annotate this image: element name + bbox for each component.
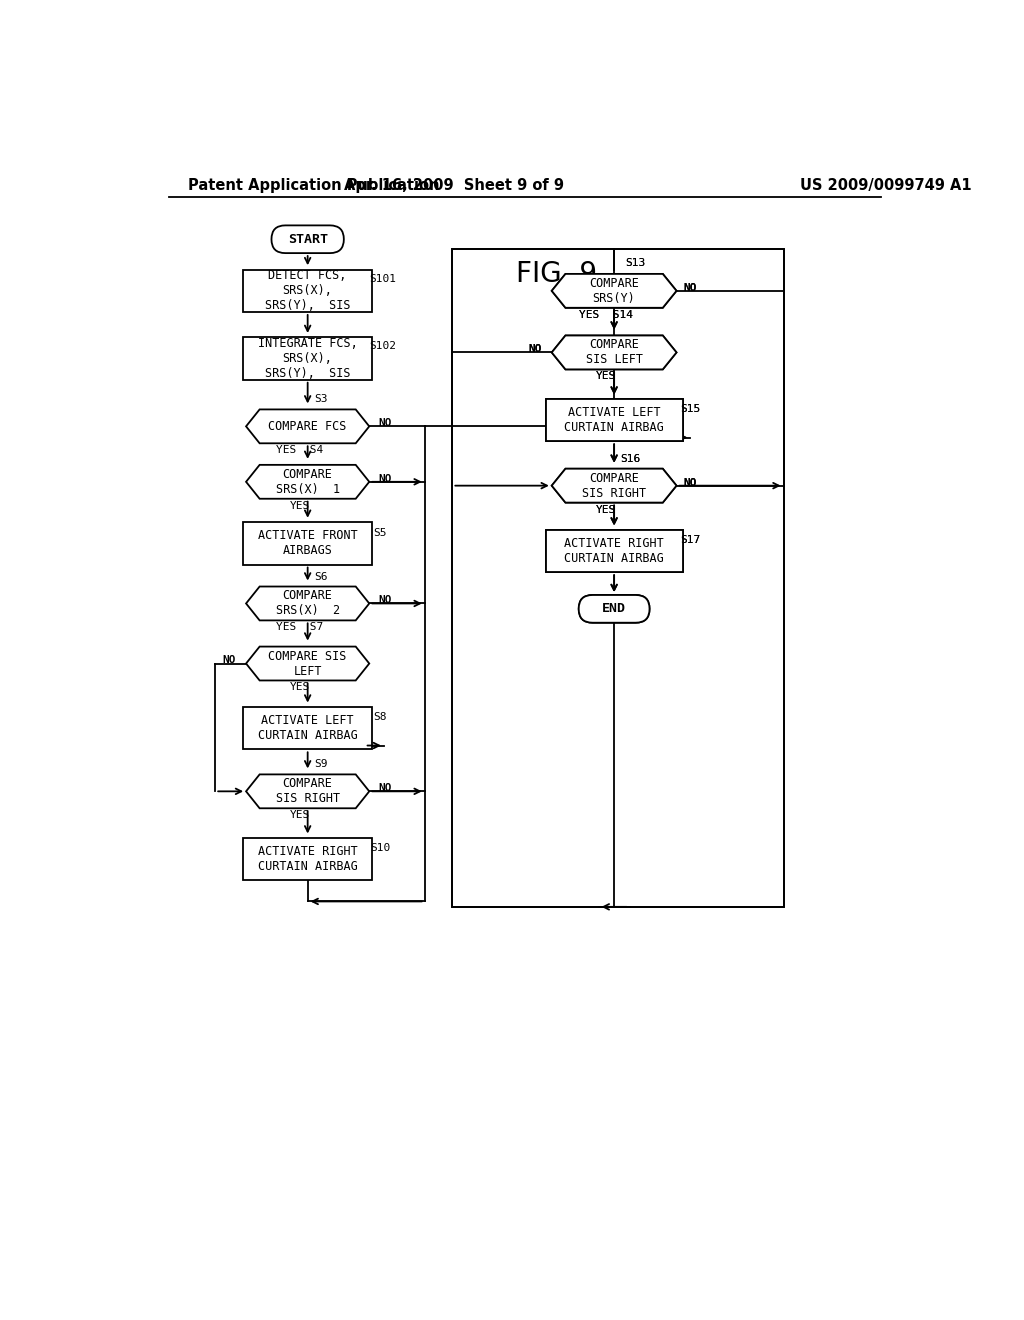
Bar [546, 529, 683, 573]
Polygon shape [552, 275, 677, 308]
Text: S16: S16 [621, 454, 641, 463]
Text: YES: YES [290, 682, 310, 693]
Text: YES: YES [596, 371, 616, 381]
Bar [546, 399, 683, 441]
Text: Patent Application Publication: Patent Application Publication [188, 178, 440, 193]
Text: S101: S101 [370, 273, 396, 284]
Text: ACTIVATE FRONT
AIRBAGS: ACTIVATE FRONT AIRBAGS [258, 529, 357, 557]
Text: START: START [288, 232, 328, 246]
Text: YES  S7: YES S7 [276, 622, 324, 632]
FancyBboxPatch shape [579, 595, 649, 623]
Text: NO: NO [378, 783, 391, 793]
Text: S13: S13 [625, 259, 645, 268]
Polygon shape [552, 335, 677, 370]
Polygon shape [552, 335, 677, 370]
Text: S6: S6 [313, 572, 328, 582]
Text: NO: NO [378, 418, 391, 428]
Text: COMPARE
SIS LEFT: COMPARE SIS LEFT [586, 338, 643, 367]
Text: YES: YES [596, 504, 616, 515]
Bar [453, 249, 783, 907]
Text: COMPARE
SIS LEFT: COMPARE SIS LEFT [586, 338, 643, 367]
Polygon shape [552, 469, 677, 503]
Text: NO: NO [378, 595, 391, 606]
Text: COMPARE FCS: COMPARE FCS [268, 420, 347, 433]
Bar [243, 838, 373, 880]
Text: YES  S4: YES S4 [276, 445, 324, 455]
Text: ACTIVATE LEFT
CURTAIN AIRBAG: ACTIVATE LEFT CURTAIN AIRBAG [564, 407, 664, 434]
Text: S3: S3 [313, 395, 328, 404]
Text: NO: NO [684, 478, 697, 487]
FancyBboxPatch shape [271, 226, 344, 253]
Text: YES  S14: YES S14 [580, 310, 634, 319]
Text: YES: YES [290, 500, 310, 511]
Text: S5: S5 [374, 528, 387, 537]
Text: NO: NO [222, 656, 236, 665]
Bar [243, 523, 373, 565]
Polygon shape [246, 775, 370, 808]
Text: S13: S13 [625, 259, 645, 268]
Text: S15: S15 [680, 404, 700, 414]
Text: END: END [602, 602, 626, 615]
Text: ACTIVATE LEFT
CURTAIN AIRBAG: ACTIVATE LEFT CURTAIN AIRBAG [258, 714, 357, 742]
Text: NO: NO [528, 345, 542, 354]
Text: ACTIVATE RIGHT
CURTAIN AIRBAG: ACTIVATE RIGHT CURTAIN AIRBAG [564, 537, 664, 565]
Text: NO: NO [684, 282, 697, 293]
Bar [546, 399, 683, 441]
Polygon shape [552, 275, 677, 308]
Text: ACTIVATE LEFT
CURTAIN AIRBAG: ACTIVATE LEFT CURTAIN AIRBAG [564, 407, 664, 434]
Polygon shape [246, 409, 370, 444]
Bar [243, 338, 373, 380]
Text: US 2009/0099749 A1: US 2009/0099749 A1 [801, 178, 972, 193]
Bar [243, 269, 373, 312]
Text: YES: YES [596, 504, 616, 515]
Text: DETECT FCS,
SRS(X),
SRS(Y),  SIS: DETECT FCS, SRS(X), SRS(Y), SIS [265, 269, 350, 313]
Text: END: END [602, 602, 626, 615]
Text: COMPARE
SRS(X)  2: COMPARE SRS(X) 2 [275, 590, 340, 618]
Text: COMPARE
SRS(Y): COMPARE SRS(Y) [589, 277, 639, 305]
Polygon shape [246, 586, 370, 620]
Text: S8: S8 [374, 713, 387, 722]
Text: S9: S9 [313, 759, 328, 770]
Text: COMPARE
SRS(X)  1: COMPARE SRS(X) 1 [275, 467, 340, 496]
Bar [546, 529, 683, 573]
Text: COMPARE SIS
LEFT: COMPARE SIS LEFT [268, 649, 347, 677]
Text: ACTIVATE RIGHT
CURTAIN AIRBAG: ACTIVATE RIGHT CURTAIN AIRBAG [564, 537, 664, 565]
Bar [453, 249, 783, 907]
Polygon shape [246, 647, 370, 681]
Text: ACTIVATE RIGHT
CURTAIN AIRBAG: ACTIVATE RIGHT CURTAIN AIRBAG [258, 845, 357, 873]
Polygon shape [246, 465, 370, 499]
Text: YES  S14: YES S14 [580, 310, 634, 319]
Text: S17: S17 [680, 536, 700, 545]
Text: COMPARE
SIS RIGHT: COMPARE SIS RIGHT [582, 471, 646, 500]
Text: S102: S102 [370, 342, 396, 351]
Text: INTEGRATE FCS,
SRS(X),
SRS(Y),  SIS: INTEGRATE FCS, SRS(X), SRS(Y), SIS [258, 337, 357, 380]
Text: S17: S17 [680, 536, 700, 545]
Text: Apr. 16, 2009  Sheet 9 of 9: Apr. 16, 2009 Sheet 9 of 9 [344, 178, 564, 193]
Polygon shape [552, 469, 677, 503]
FancyBboxPatch shape [579, 595, 649, 623]
Text: YES: YES [290, 810, 310, 820]
Text: NO: NO [684, 282, 697, 293]
Text: FIG. 9: FIG. 9 [515, 260, 597, 288]
Text: S10: S10 [370, 843, 390, 853]
Text: NO: NO [378, 474, 391, 483]
Text: S16: S16 [621, 454, 641, 463]
Text: NO: NO [528, 345, 542, 354]
Bar [243, 708, 373, 750]
Text: S15: S15 [680, 404, 700, 414]
Text: COMPARE
SIS RIGHT: COMPARE SIS RIGHT [275, 777, 340, 805]
Text: NO: NO [684, 478, 697, 487]
Text: COMPARE
SIS RIGHT: COMPARE SIS RIGHT [582, 471, 646, 500]
Text: YES: YES [596, 371, 616, 381]
Text: COMPARE
SRS(Y): COMPARE SRS(Y) [589, 277, 639, 305]
